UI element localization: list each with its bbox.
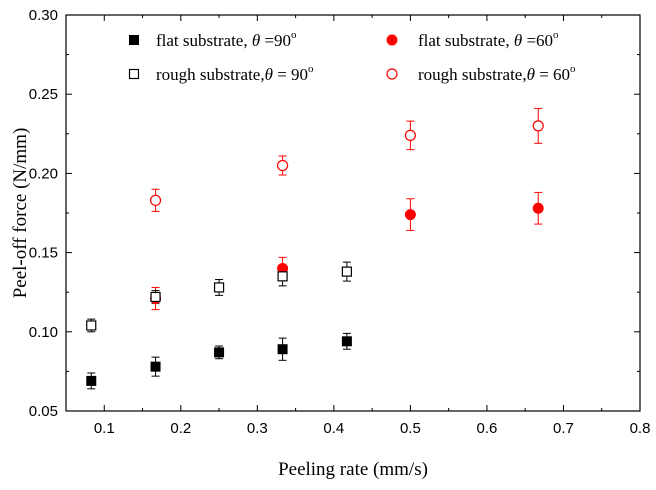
data-markers [86,120,544,386]
legend-label: flat substrate, θ =60o [418,29,559,50]
y-tick-label: 0.25 [29,86,58,103]
data-point [214,347,225,358]
data-point [150,291,161,303]
y-axis-title: Peel-off force (N/mm) [10,128,31,299]
legend-label: rough substrate,θ = 90o [156,63,314,84]
data-point [149,194,162,206]
data-point [404,209,416,221]
data-point [341,266,352,277]
data-point [86,320,97,331]
error-bars [87,107,543,390]
y-tick-label: 0.15 [29,245,58,262]
legend-marker [386,34,398,46]
data-point [277,344,288,355]
data-point [150,361,161,372]
x-tick-label: 0.4 [323,420,344,437]
y-tick-label: 0.05 [29,403,58,420]
legend-marker [128,68,140,80]
x-tick-label: 0.5 [400,420,421,437]
x-tick-label: 0.2 [170,420,191,437]
data-point [404,129,416,141]
data-point [213,282,225,293]
legend-label: rough substrate,θ = 60o [418,63,576,84]
y-tick-label: 0.30 [29,7,58,24]
y-tick-label: 0.20 [29,165,58,182]
data-point [532,120,544,132]
data-point [532,202,544,214]
legend-marker [129,35,139,45]
x-tick-label: 0.7 [553,420,574,437]
data-point [277,271,288,282]
data-point [276,159,289,172]
x-tick-label: 0.3 [247,420,268,437]
legend-label: flat substrate, θ =90o [156,29,297,50]
y-tick-label: 0.10 [29,324,58,341]
legend-marker [386,68,398,80]
data-point [86,375,97,386]
x-tick-label: 0.1 [94,420,115,437]
x-tick-label: 0.8 [630,420,651,437]
data-point [341,336,352,347]
x-axis-title: Peeling rate (mm/s) [278,459,428,480]
legend: flat substrate, θ =90o flat substrate, θ … [128,29,576,84]
x-tick-label: 0.6 [477,420,498,437]
axis-ticks: 0.1 0.2 0.3 0.4 0.5 0.6 0.7 0.8 0.05 0.10 0.15 0.20… [29,7,651,437]
